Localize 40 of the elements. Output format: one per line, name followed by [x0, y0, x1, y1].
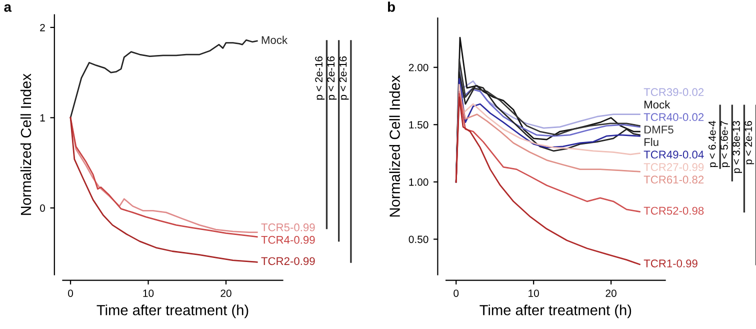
series-label: Mock: [262, 36, 288, 44]
y-tick-label: 0: [40, 204, 45, 212]
y-axis-title: Normalized Cell Index: [20, 74, 32, 215]
y-axis-title: Normalized Cell Index: [389, 75, 400, 217]
chart-title: a: [4, 4, 12, 12]
series-label: TCR1-0.99: [644, 260, 698, 268]
text: p < 2e-16: [339, 56, 349, 100]
y-tick-label: 1.00: [409, 178, 428, 186]
chart-title: b: [388, 2, 395, 12]
y-tick-label: 2.00: [408, 64, 428, 72]
series-label: TCR5-0.99: [261, 223, 315, 232]
text: p < 2e-16: [744, 121, 754, 164]
text: Mock: [644, 100, 670, 109]
series-label: TCR27-0.99: [644, 163, 704, 172]
series-label: TCR39-0.02: [644, 88, 704, 96]
series-label: Flu: [644, 138, 658, 146]
text: p < 3.8e-13: [732, 121, 742, 173]
text: p < 5.6e-7: [720, 121, 730, 168]
y-tick-label: 2: [40, 24, 45, 32]
x-tick-label: 10: [528, 290, 539, 297]
series-label: TCR49-0.04: [644, 150, 704, 159]
y-tick-label: 1.50: [409, 121, 428, 129]
x-tick-label: 20: [220, 290, 232, 297]
x-axis-title: Time after treatment (h): [480, 304, 632, 318]
x-tick-label: 10: [143, 290, 154, 297]
x-tick-label: 20: [606, 290, 616, 297]
text: p < 2e-16: [327, 56, 337, 100]
x-axis-title: Time after treatment (h): [96, 304, 248, 318]
x-tick-label: 0: [68, 290, 74, 297]
series-label: TCR2-0.99: [261, 257, 315, 266]
series-label: TCR4-0.99: [261, 236, 315, 244]
series-label: TCR52-0.98: [644, 206, 704, 215]
y-tick-label: 1: [40, 114, 45, 122]
text: p < 2e-16: [315, 56, 325, 100]
y-tick-label: 0.50: [408, 236, 428, 244]
x-tick-label: 0: [454, 290, 459, 297]
text: p < 6.4e-4: [708, 120, 718, 168]
series-label: TCR40-0.02: [644, 113, 704, 122]
series-label: TCR61-0.82: [644, 176, 704, 184]
series-label: DMF5: [644, 126, 674, 134]
